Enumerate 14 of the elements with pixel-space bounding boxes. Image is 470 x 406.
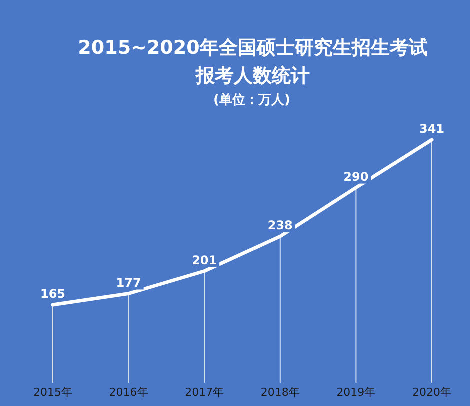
- data-label: 201: [192, 253, 218, 268]
- x-tick-label: 2018年: [260, 386, 300, 399]
- data-label: 238: [268, 218, 293, 233]
- x-tick-label: 2015年: [34, 386, 72, 399]
- data-label: 165: [40, 287, 66, 301]
- data-label: 177: [116, 276, 142, 290]
- x-tick-label: 2019年: [336, 386, 376, 399]
- x-tick-label: 2020年: [412, 386, 452, 399]
- x-tick-label: 2017年: [185, 386, 224, 399]
- data-label: 341: [419, 122, 445, 136]
- data-label: 290: [344, 170, 369, 184]
- chart-title: 2015~2020年全国硕士研究生招生考试报考人数统计: [77, 36, 429, 89]
- x-tick-label: 2016年: [109, 386, 148, 399]
- chart-subtitle: (单位：万人): [214, 92, 290, 108]
